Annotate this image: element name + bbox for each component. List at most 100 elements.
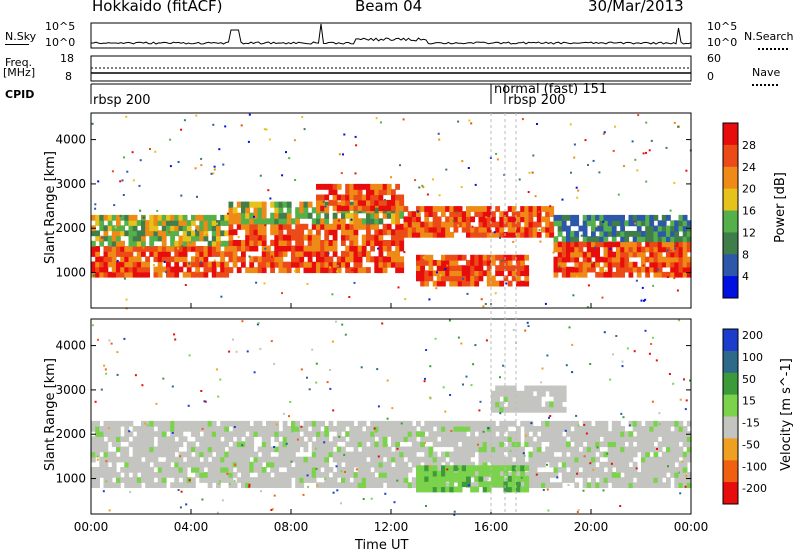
- noise-speck: [437, 132, 440, 135]
- noise-speck: [141, 384, 144, 387]
- data-cell: [324, 201, 330, 208]
- data-cell: [507, 216, 513, 223]
- noise-speck: [575, 186, 578, 189]
- data-cell: [320, 245, 325, 252]
- data-cell: [282, 436, 288, 442]
- data-cell: [336, 472, 342, 478]
- data-cell: [457, 280, 463, 287]
- data-cell: [553, 467, 559, 473]
- noise-speck: [528, 171, 531, 174]
- data-cell: [470, 446, 475, 453]
- data-cell: [178, 251, 184, 257]
- data-cell: [245, 426, 250, 432]
- noise-speck: [622, 416, 625, 419]
- data-cell: [111, 235, 117, 242]
- noise-speck: [656, 448, 658, 450]
- data-cell: [528, 396, 534, 402]
- data-cell: [199, 472, 205, 478]
- data-cell: [195, 436, 200, 442]
- data-cell: [116, 246, 121, 252]
- data-cell: [620, 256, 625, 263]
- data-cell: [161, 420, 167, 427]
- data-cell: [128, 477, 134, 483]
- data-cell: [211, 225, 217, 232]
- data-cell: [661, 441, 667, 448]
- data-cell: [245, 223, 250, 230]
- data-cell: [374, 199, 380, 206]
- data-cell: [236, 467, 242, 473]
- data-cell: [353, 229, 359, 236]
- data-cell: [416, 420, 421, 427]
- data-cell: [370, 456, 375, 463]
- noise-speck: [354, 135, 357, 138]
- data-cell: [307, 467, 313, 473]
- data-cell: [266, 256, 271, 263]
- data-cell: [374, 482, 380, 488]
- data-cell: [370, 234, 375, 241]
- data-cell: [616, 472, 621, 478]
- data-cell: [191, 420, 196, 427]
- y-tick-label: 2000: [55, 221, 86, 235]
- noise-speck: [642, 152, 645, 155]
- colorbar-segment: [723, 276, 738, 299]
- data-cell: [324, 245, 330, 252]
- data-cell: [149, 472, 155, 478]
- noise-speck: [275, 423, 278, 426]
- data-cell: [591, 236, 596, 243]
- data-cell: [599, 271, 605, 278]
- data-cell: [361, 467, 367, 473]
- data-cell: [320, 183, 325, 190]
- data-cell: [295, 250, 300, 257]
- data-cell: [199, 261, 205, 268]
- data-cell: [236, 456, 242, 463]
- data-cell: [566, 230, 571, 237]
- colorbar-tick-label: 24: [742, 161, 756, 174]
- data-cell: [111, 461, 117, 468]
- data-cell: [653, 261, 659, 268]
- data-cell: [170, 482, 175, 488]
- data-cell: [520, 420, 525, 427]
- data-cell: [303, 472, 309, 478]
- data-cell: [370, 205, 375, 212]
- noise-speck: [641, 286, 644, 289]
- data-cell: [195, 451, 200, 458]
- data-cell: [295, 234, 300, 241]
- data-cell: [570, 236, 575, 243]
- data-cell: [586, 266, 592, 273]
- data-cell: [261, 477, 267, 483]
- data-cell: [470, 275, 475, 282]
- noise-speck: [385, 444, 388, 447]
- noise-speck: [248, 485, 251, 488]
- data-cell: [261, 467, 267, 473]
- data-cell: [186, 461, 192, 468]
- data-cell: [149, 240, 155, 247]
- data-cell: [595, 467, 600, 473]
- data-cell: [207, 461, 213, 468]
- data-cell: [574, 472, 580, 478]
- data-cell: [466, 426, 471, 432]
- data-cell: [453, 451, 459, 458]
- data-cell: [386, 420, 392, 427]
- data-cell: [574, 451, 580, 458]
- data-cell: [170, 426, 175, 432]
- data-cell: [570, 220, 575, 227]
- data-cell: [499, 426, 505, 432]
- data-cell: [111, 456, 117, 463]
- data-cell: [403, 221, 409, 228]
- data-cell: [678, 261, 684, 268]
- data-cell: [620, 230, 625, 237]
- data-cell: [353, 426, 359, 432]
- noise-speck: [684, 408, 687, 411]
- data-cell: [291, 446, 296, 453]
- data-cell: [511, 396, 517, 402]
- data-cell: [211, 472, 217, 478]
- data-cell: [224, 220, 230, 226]
- data-cell: [511, 461, 517, 468]
- data-cell: [361, 461, 367, 468]
- data-cell: [386, 461, 392, 468]
- data-cell: [199, 246, 205, 252]
- data-cell: [261, 451, 267, 458]
- data-cell: [632, 236, 638, 243]
- data-cell: [274, 250, 280, 257]
- data-cell: [203, 477, 209, 483]
